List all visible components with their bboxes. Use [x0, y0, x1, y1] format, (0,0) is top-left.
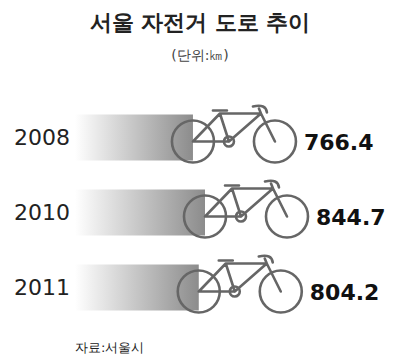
tick-label: 2010 — [14, 200, 70, 225]
chainring — [224, 137, 234, 147]
data-label: 804.2 — [310, 280, 380, 305]
title: 서울 자전거 도로 추이 — [90, 10, 311, 35]
chainring — [236, 212, 246, 222]
category-axis: 2008 2010 2011 — [14, 125, 70, 300]
bicycle-icon — [184, 181, 308, 238]
frame — [199, 256, 281, 292]
chart: 서울 자전거 도로 추이 (단위:㎞) 2008 2010 2011 766.4 844.7… — [0, 0, 400, 362]
data-labels: 766.4 844.7 804.2 — [304, 130, 386, 305]
bicycle-icon — [178, 256, 302, 313]
frame — [193, 106, 275, 142]
tick-label: 2008 — [14, 125, 70, 150]
chainring — [230, 287, 240, 297]
tick: 2011 — [14, 275, 70, 300]
bicycles — [172, 106, 308, 313]
frame — [205, 181, 287, 217]
tick: 2010 — [14, 200, 70, 225]
bicycle-icon — [172, 106, 296, 163]
data-label: 766.4 — [304, 130, 374, 155]
tick: 2008 — [14, 125, 70, 150]
source: 자료:서울시 — [75, 340, 144, 355]
data-label: 844.7 — [316, 205, 386, 230]
tick-label: 2011 — [14, 275, 70, 300]
subtitle: (단위:㎞) — [171, 47, 229, 63]
